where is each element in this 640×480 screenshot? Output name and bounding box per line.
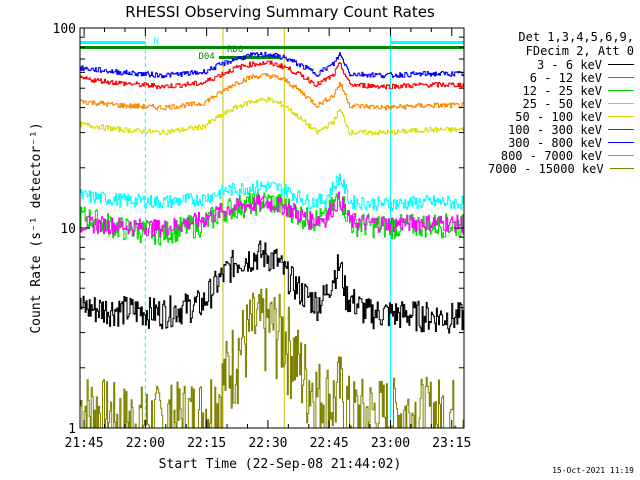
y-tick-label-2: 100 [53,22,76,37]
legend-header-detectors: Det 1,3,4,5,6,9, [518,30,634,44]
legend-entry-label: 25 - 50 keV [522,96,602,111]
legend-entry: 800 - 7000 keV [488,148,634,163]
x-tick-label-3: 22:30 [248,436,287,451]
x-tick-label-2: 22:15 [187,436,226,451]
legend-entry-label: 7000 - 15000 keV [488,161,604,176]
x-axis-label: Start Time (22-Sep-08 21:44:02) [159,457,402,472]
legend-entry-label: 12 - 25 keV [522,83,602,98]
plot-area: N RD0 D04 [79,28,465,429]
legend-entry-swatch [608,103,634,104]
series-line-5 [80,60,465,90]
legend-entry-label: 100 - 300 keV [508,122,602,137]
flag-label-0: N [154,37,159,47]
series-line-6 [80,51,465,79]
flag-label-2: D04 [198,52,214,62]
y-axis-label: Count Rate (s⁻¹ detector⁻¹) [29,122,44,333]
series-line-2 [80,191,465,246]
legend-entry-label: 3 - 6 keV [536,57,602,72]
legend-entry-label: 50 - 100 keV [515,109,602,124]
series-line-8 [80,288,465,429]
series-line-4 [80,96,465,136]
flag-bar-night-left [80,41,146,44]
y-tick-label-1: 10 [60,222,76,237]
axes: 21:45 22:00 22:15 22:30 22:45 23:00 23:15 1 10 10… [53,22,472,451]
legend-rows: 3 - 6 keV 6 - 12 keV 12 - 25 keV 25 - 50 ke… [488,57,634,176]
legend-entry-swatch [608,129,634,130]
footer-date-stamp: 15-Oct-2021 11:19 [552,466,634,475]
legend-entry: 6 - 12 keV [488,70,634,85]
legend-entry-label: 300 - 800 keV [508,135,602,150]
x-tick-label-5: 23:00 [371,436,410,451]
legend-entry-swatch [608,142,634,143]
series-line-3 [80,173,465,212]
chart-title: RHESSI Observing Summary Count Rates [125,3,435,21]
series-line-0 [80,240,465,334]
legend-entry-swatch [608,64,634,65]
legend-entry-swatch [608,90,634,91]
flag-bar-night-right [390,41,464,44]
x-tick-label-1: 22:00 [126,436,165,451]
legend-entry: 7000 - 15000 keV [488,161,634,176]
x-tick-label-4: 22:45 [310,436,349,451]
y-tick-label-0: 1 [68,422,76,437]
flag-bar-d04 [218,56,281,59]
legend-entry: 50 - 100 keV [488,109,634,124]
legend-entry-swatch [608,77,634,78]
series-line-1 [80,191,465,238]
legend-entry-swatch [608,116,634,117]
legend-entry: 12 - 25 keV [488,83,634,98]
legend-entry: 25 - 50 keV [488,96,634,111]
legend: Det 1,3,4,5,6,9, FDecim 2, Att 0 3 - 6 k… [488,30,634,176]
legend-entry: 100 - 300 keV [488,122,634,137]
series-line-7 [80,73,465,111]
x-tick-label-6: 23:15 [432,436,471,451]
legend-entry-swatch [609,168,634,169]
flag-label-1: RD0 [227,45,243,55]
legend-entry-swatch [608,155,634,156]
legend-entry-label: 800 - 7000 keV [500,148,602,163]
legend-entry: 3 - 6 keV [488,57,634,72]
flag-bar-rd0 [80,46,464,49]
x-tick-label-0: 21:45 [65,436,104,451]
legend-entry: 300 - 800 keV [488,135,634,150]
legend-header-decimation: FDecim 2, Att 0 [525,44,634,58]
legend-entry-label: 6 - 12 keV [529,70,602,85]
